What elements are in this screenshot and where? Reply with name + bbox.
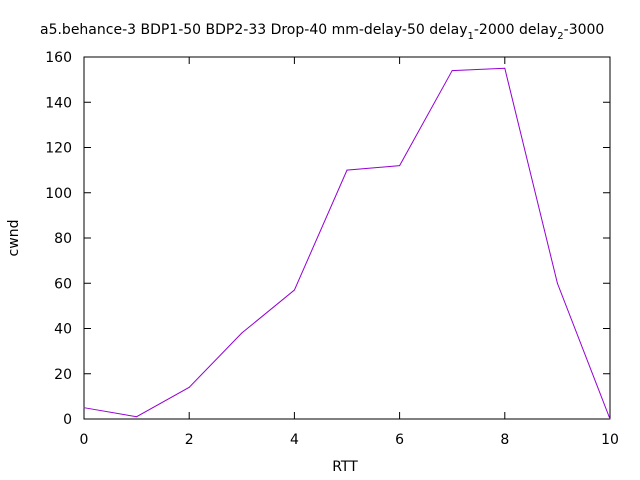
data-point (346, 169, 348, 171)
y-tick-label: 160 (45, 50, 72, 66)
x-tick-label: 10 (601, 432, 619, 448)
y-tick-label: 140 (45, 95, 72, 111)
data-point (609, 418, 611, 420)
x-axis-title: RTT (332, 459, 358, 475)
series-line (83, 67, 611, 420)
axis-ticks (83, 56, 611, 420)
data-point (451, 70, 453, 72)
plot-area-frame (83, 56, 611, 420)
chart-title-subscript-1: 1 (468, 31, 474, 42)
data-point (504, 67, 506, 69)
chart-title-middle: -2000 delay (474, 22, 557, 38)
chart-title: a5.behance-3 BDP1-50 BDP2-33 Drop-40 mm-… (40, 22, 604, 42)
data-point (136, 416, 138, 418)
data-point (241, 332, 243, 334)
data-point (293, 289, 295, 291)
y-tick-label: 100 (45, 186, 72, 202)
x-tick-label: 6 (395, 432, 404, 448)
y-tick-label: 20 (54, 367, 72, 383)
y-tick-label: 120 (45, 141, 72, 157)
y-tick-label: 80 (54, 231, 72, 247)
y-tick-label: 40 (54, 322, 72, 338)
data-point (556, 282, 558, 284)
y-tick-label: 0 (63, 412, 72, 428)
data-point (83, 407, 85, 409)
x-tick-label: 8 (500, 432, 509, 448)
x-tick-label: 4 (290, 432, 299, 448)
data-point (399, 165, 401, 167)
x-tick-label: 0 (80, 432, 89, 448)
x-tick-label: 2 (185, 432, 194, 448)
data-point (188, 386, 190, 388)
y-tick-label: 60 (54, 276, 72, 292)
y-axis-title: cwnd (6, 220, 22, 257)
chart-title-subscript-2: 2 (557, 31, 563, 42)
chart-title-main: a5.behance-3 BDP1-50 BDP2-33 Drop-40 mm-… (40, 22, 468, 38)
series-layer (83, 67, 611, 420)
chart-title-end: -3000 (564, 22, 605, 38)
